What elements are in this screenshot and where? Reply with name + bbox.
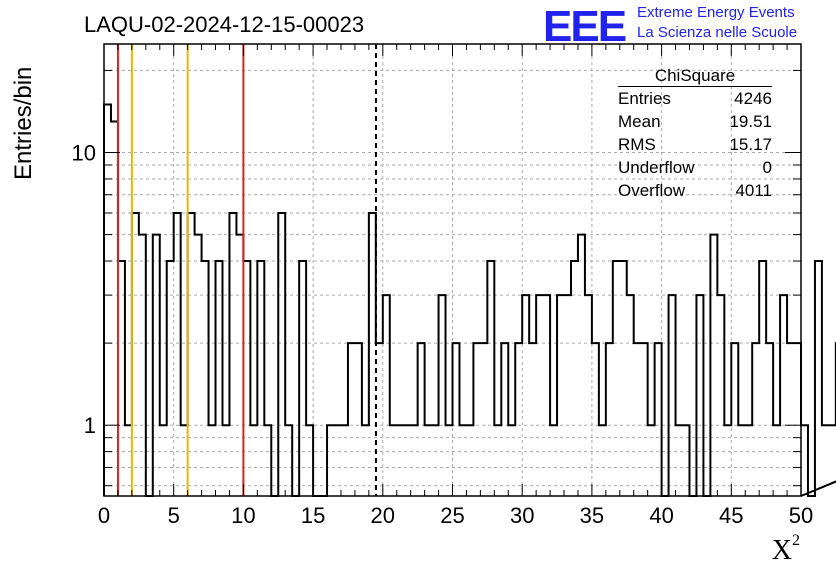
- x-tick-label: 0: [98, 503, 110, 528]
- y-tick-label: 10: [72, 141, 96, 166]
- stats-label: Mean: [618, 112, 661, 131]
- eee-logo: EEE: [543, 2, 627, 51]
- x-tick-label: 20: [371, 503, 395, 528]
- stats-value: 19.51: [729, 112, 772, 131]
- stats-value: 4246: [734, 89, 772, 108]
- x-tick-label: 45: [719, 503, 743, 528]
- stats-label: Overflow: [618, 181, 686, 200]
- x-tick-label: 15: [301, 503, 325, 528]
- x-tick-label: 40: [649, 503, 673, 528]
- logo-line-1: Extreme Energy Events: [637, 4, 795, 21]
- x-tick-label: 35: [580, 503, 604, 528]
- stats-row-underflow: Underflow 0: [610, 156, 780, 179]
- stats-label: Underflow: [618, 158, 695, 177]
- plot-title: LAQU-02-2024-12-15-00023: [84, 12, 365, 37]
- x-tick-label: 25: [440, 503, 464, 528]
- x-tick-label: 30: [510, 503, 534, 528]
- stats-value: 4011: [735, 181, 772, 200]
- stats-value: 0: [762, 158, 772, 177]
- stats-label: Entries: [618, 89, 671, 108]
- y-tick-label: 1: [84, 413, 96, 438]
- x-tick-label: 50: [789, 503, 813, 528]
- stats-row-rms: RMS 15.17: [610, 133, 780, 156]
- y-axis-label: Entries/bin: [10, 66, 37, 180]
- stats-row-mean: Mean 19.51: [610, 110, 780, 133]
- histogram-bins: [103, 103, 836, 497]
- stats-label: RMS: [618, 135, 656, 154]
- x-axis-label: X2: [771, 531, 800, 566]
- stats-row-overflow: Overflow 4011: [610, 179, 780, 202]
- logo-line-2: La Scienza nelle Scuole: [637, 24, 798, 41]
- stats-value: 15.17: [729, 135, 772, 154]
- x-tick-label: 5: [168, 503, 180, 528]
- stats-box: ChiSquare Entries 4246 Mean 19.51 RMS 15…: [610, 66, 780, 202]
- x-tick-label: 10: [231, 503, 255, 528]
- stats-title: ChiSquare: [618, 66, 772, 87]
- stats-row-entries: Entries 4246: [610, 87, 780, 110]
